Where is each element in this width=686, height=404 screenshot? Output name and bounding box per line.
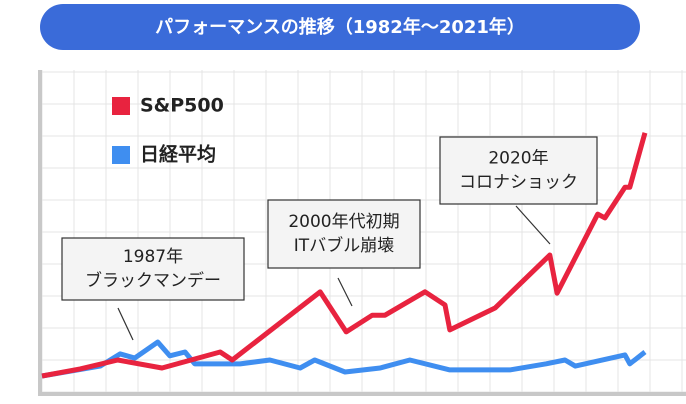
title-pill [40,4,640,50]
annotation-text: コロナショック [459,173,578,193]
annotation-text: 2020年 [488,149,548,169]
chart-title: パフォーマンスの推移（1982年～2021年） [155,16,525,38]
annotation-text: 1987年 [123,247,183,267]
callout-line [337,277,353,307]
annotation-text: ITバブル崩壊 [294,235,394,256]
annotation-text: ブラックマンデー [85,270,221,291]
annotation-text: 2000年代初期 [288,212,399,232]
annotation-box [439,136,598,205]
legend-swatch [112,97,130,115]
annotation-box [267,199,421,269]
legend-label: 日経平均 [140,143,216,166]
callout-line [515,205,551,245]
legend-label: S&P500 [140,95,224,117]
annotation-box [61,237,245,301]
callout-line [117,307,134,341]
series-line [41,339,647,379]
legend-swatch [112,146,130,164]
series-line [41,132,648,379]
